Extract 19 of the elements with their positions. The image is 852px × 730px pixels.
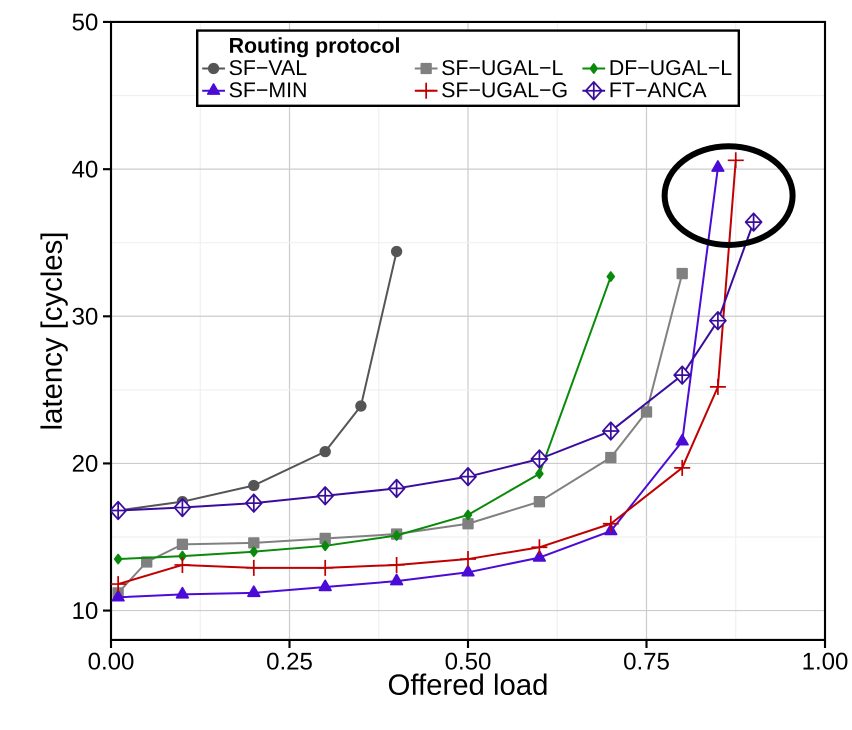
y-tick-label: 50 [72,13,98,30]
x-tick-label: 0.25 [267,652,312,670]
legend-label: SF−UGAL−G [442,82,566,98]
y-tick-label: 40 [72,160,98,178]
legend-title: Routing protocol [230,37,399,58]
legend-label: DF−UGAL−L [610,60,732,76]
legend-label: SF−UGAL−L [442,60,563,76]
x-tick-label: 0.75 [624,652,669,670]
x-tick-label: 0.50 [446,652,490,670]
y-tick-label: 20 [72,454,98,472]
x-tick-label: 1.00 [803,652,848,670]
legend-label: FT−ANCA [610,82,707,98]
x-axis-title: Offered load [388,673,547,696]
y-tick-label: 10 [73,602,98,620]
y-axis-title: latency [cycles] [40,234,68,428]
y-tick-label: 30 [72,308,98,325]
x-tick-label: 0.00 [88,652,134,670]
legend-label: SF−VAL [230,60,306,76]
legend-label: SF−MIN [230,82,306,98]
